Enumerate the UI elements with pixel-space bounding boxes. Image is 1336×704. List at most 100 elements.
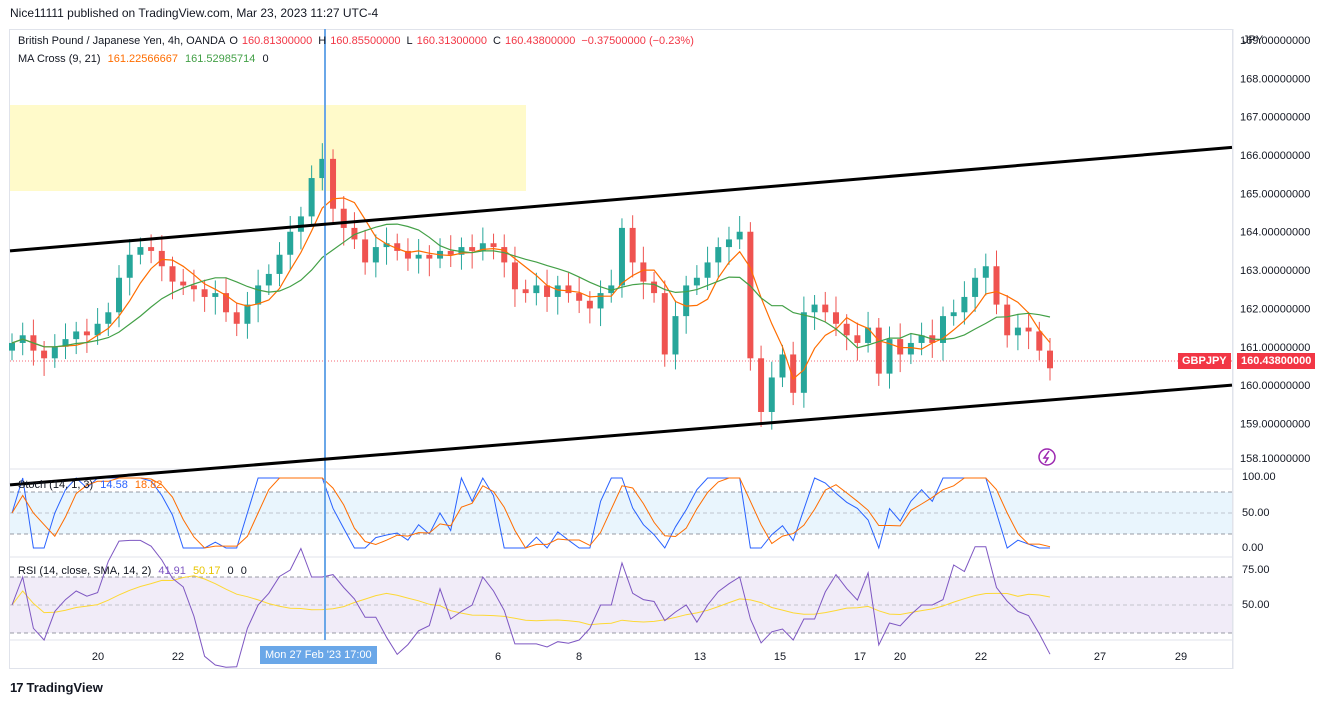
time-axis: 20 22 6 8 13 15 17 20 22 27 29 [92, 651, 1187, 663]
candle-body [972, 277, 979, 297]
candle-body [522, 289, 529, 294]
rsi-line [11, 539, 1051, 668]
price-tick-label: 161.00000000 [1240, 342, 1310, 354]
candle-body [1036, 331, 1043, 351]
candle-body [319, 158, 326, 179]
price-tick-label: 167.00000000 [1240, 112, 1310, 124]
ma-slow-value: 161.52985714 [185, 53, 256, 65]
candle-body [233, 312, 240, 324]
oscillator-tick-label: 50.00 [1242, 599, 1270, 611]
candle-body [618, 227, 625, 286]
oscillator-tick-label: 100.00 [1242, 471, 1276, 483]
candle-body [875, 327, 882, 374]
oscillator-tick-label: 50.00 [1242, 507, 1270, 519]
time-tick-label: 27 [1094, 651, 1106, 663]
candle-body [158, 250, 165, 267]
candle-body [469, 247, 476, 251]
rsi-ma-value: 50.17 [192, 565, 221, 577]
low-value: 160.31300000 [416, 35, 488, 47]
symbol-tag: GBPJPY [1178, 353, 1231, 369]
candle-body [544, 285, 551, 297]
candle-body [255, 285, 262, 305]
candle-body [640, 262, 647, 282]
candle-body [1025, 327, 1032, 332]
candle-body [865, 327, 872, 343]
candle-body [330, 158, 337, 209]
candle-body [41, 350, 48, 359]
candle-body [223, 293, 230, 313]
candle-body [116, 277, 123, 313]
candle-body [105, 312, 112, 324]
high-value: 160.85500000 [330, 35, 401, 47]
brand[interactable]: 17 TradingView [10, 680, 103, 695]
candle-body [1004, 304, 1011, 336]
candle-body [212, 293, 219, 297]
ma-extra: 0 [262, 53, 269, 65]
time-tick-label: 13 [694, 651, 706, 663]
price-tick-label: 159.00000000 [1240, 418, 1310, 430]
symbol-legend[interactable]: British Pound / Japanese Yen, 4h, OANDA O… [18, 35, 694, 47]
candle-body [790, 354, 797, 393]
candle-body [169, 266, 176, 282]
candle-body [961, 296, 968, 313]
oscillator-tick-label: 75.00 [1242, 564, 1270, 576]
price-tick-label: 164.00000000 [1240, 227, 1310, 239]
ma-slow-line [11, 223, 1051, 349]
candle-body [479, 243, 486, 251]
stoch-legend[interactable]: Stoch (14, 1, 3) 14.58 18.82 [18, 479, 166, 491]
candle-body [918, 335, 925, 343]
stoch-d-value: 18.82 [134, 479, 163, 491]
candle-body [458, 247, 465, 255]
crosshair-time-tag: Mon 27 Feb '23 17:00 [260, 646, 377, 664]
candle-body [758, 358, 765, 412]
rsi-extra1: 0 [227, 565, 234, 577]
candle-body [501, 247, 508, 263]
candle-body [137, 247, 144, 255]
candle-body [362, 239, 369, 263]
tradingview-logo-icon: 17 [10, 680, 24, 695]
candle-body [811, 304, 818, 313]
time-tick-label: 29 [1175, 651, 1187, 663]
price-tick-label: 158.10000000 [1240, 453, 1310, 465]
stoch-k-line [11, 476, 1050, 550]
oscillator-group [11, 476, 1051, 668]
rsi-value: 41.91 [158, 565, 186, 577]
candle-body [287, 231, 294, 255]
price-tag: 160.43800000 [1237, 353, 1316, 369]
candle-body [597, 293, 604, 309]
channel-upper-line [9, 145, 1233, 253]
ma-lines-group [11, 197, 1051, 381]
rsi-extra2: 0 [240, 565, 247, 577]
candle-body [340, 208, 347, 228]
rsi-legend[interactable]: RSI (14, close, SMA, 14, 2) 41.91 50.17 … [18, 565, 251, 577]
price-tick-label: 169.00000000 [1240, 35, 1310, 47]
ma-fast-line [11, 197, 1051, 381]
candle-body [394, 243, 401, 251]
candle-body [854, 335, 861, 343]
currency-label: JPY [1243, 34, 1264, 46]
candle-body [511, 262, 518, 290]
price-tick-label: 165.00000000 [1240, 188, 1310, 200]
oscillator-tick-label: 0.00 [1242, 542, 1263, 554]
candle-body [822, 304, 829, 313]
change-value: −0.37500000 (−0.23%) [581, 35, 694, 47]
channel-lower-line [9, 383, 1233, 487]
candle-body [9, 342, 15, 351]
candle-body [1047, 350, 1053, 369]
time-tick-label: 15 [774, 651, 786, 663]
publish-line: Nice11111 published on TradingView.com, … [10, 6, 379, 20]
stoch-k-value: 14.58 [100, 479, 128, 491]
candle-body [736, 231, 743, 240]
ma-legend[interactable]: MA Cross (9, 21) 161.22566667 161.529857… [18, 53, 273, 65]
candle-body [404, 250, 411, 259]
candle-body [832, 312, 839, 324]
supply-zone [10, 105, 526, 191]
price-tick-label: 166.00000000 [1240, 150, 1310, 162]
time-tick-label: 20 [92, 651, 104, 663]
candle-body [94, 323, 101, 336]
candle-body [768, 377, 775, 412]
candle-body [83, 331, 90, 336]
candle-body [586, 300, 593, 309]
candle-body [148, 247, 155, 251]
